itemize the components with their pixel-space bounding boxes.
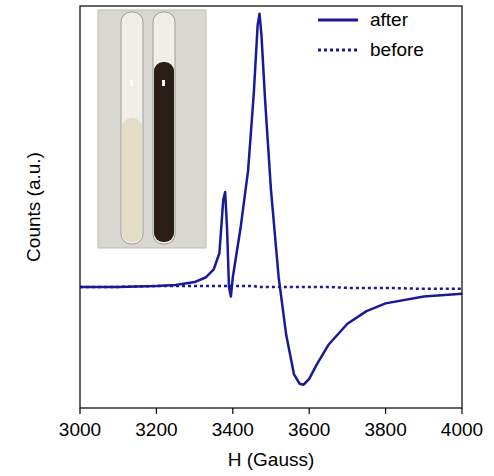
plot-frame [80,6,462,408]
y-axis-title: Counts (a.u.) [23,152,44,262]
x-tick [385,408,386,414]
legend-label: after [370,9,409,30]
x-tick-label: 3200 [135,419,177,440]
tube-after-liquid [154,62,174,242]
tube-before [121,12,143,244]
plot-lines [80,14,462,385]
x-tick-label: 3400 [212,419,254,440]
inset-border [98,10,206,248]
x-tick [232,408,233,414]
x-tick [309,408,310,414]
tube-label [162,80,165,86]
tube-after [153,12,175,244]
x-tick [461,408,462,414]
legend-label: before [370,39,424,60]
legend-swatch [318,49,358,52]
legend-swatch [318,19,358,22]
legend: after before [318,9,424,60]
x-tick-label: 3600 [288,419,330,440]
x-tick-label: 3800 [364,419,406,440]
x-tick [79,408,80,414]
x-tick-label: 4000 [441,419,483,440]
inset-photo [98,10,206,248]
tube-label [130,80,133,86]
x-axis-title: H (Gauss) [228,449,315,470]
x-tick [156,408,157,414]
inset-bg [98,10,206,248]
x-tick-label: 3000 [59,419,101,440]
tube-before-liquid [122,118,142,242]
series-line [80,14,462,385]
